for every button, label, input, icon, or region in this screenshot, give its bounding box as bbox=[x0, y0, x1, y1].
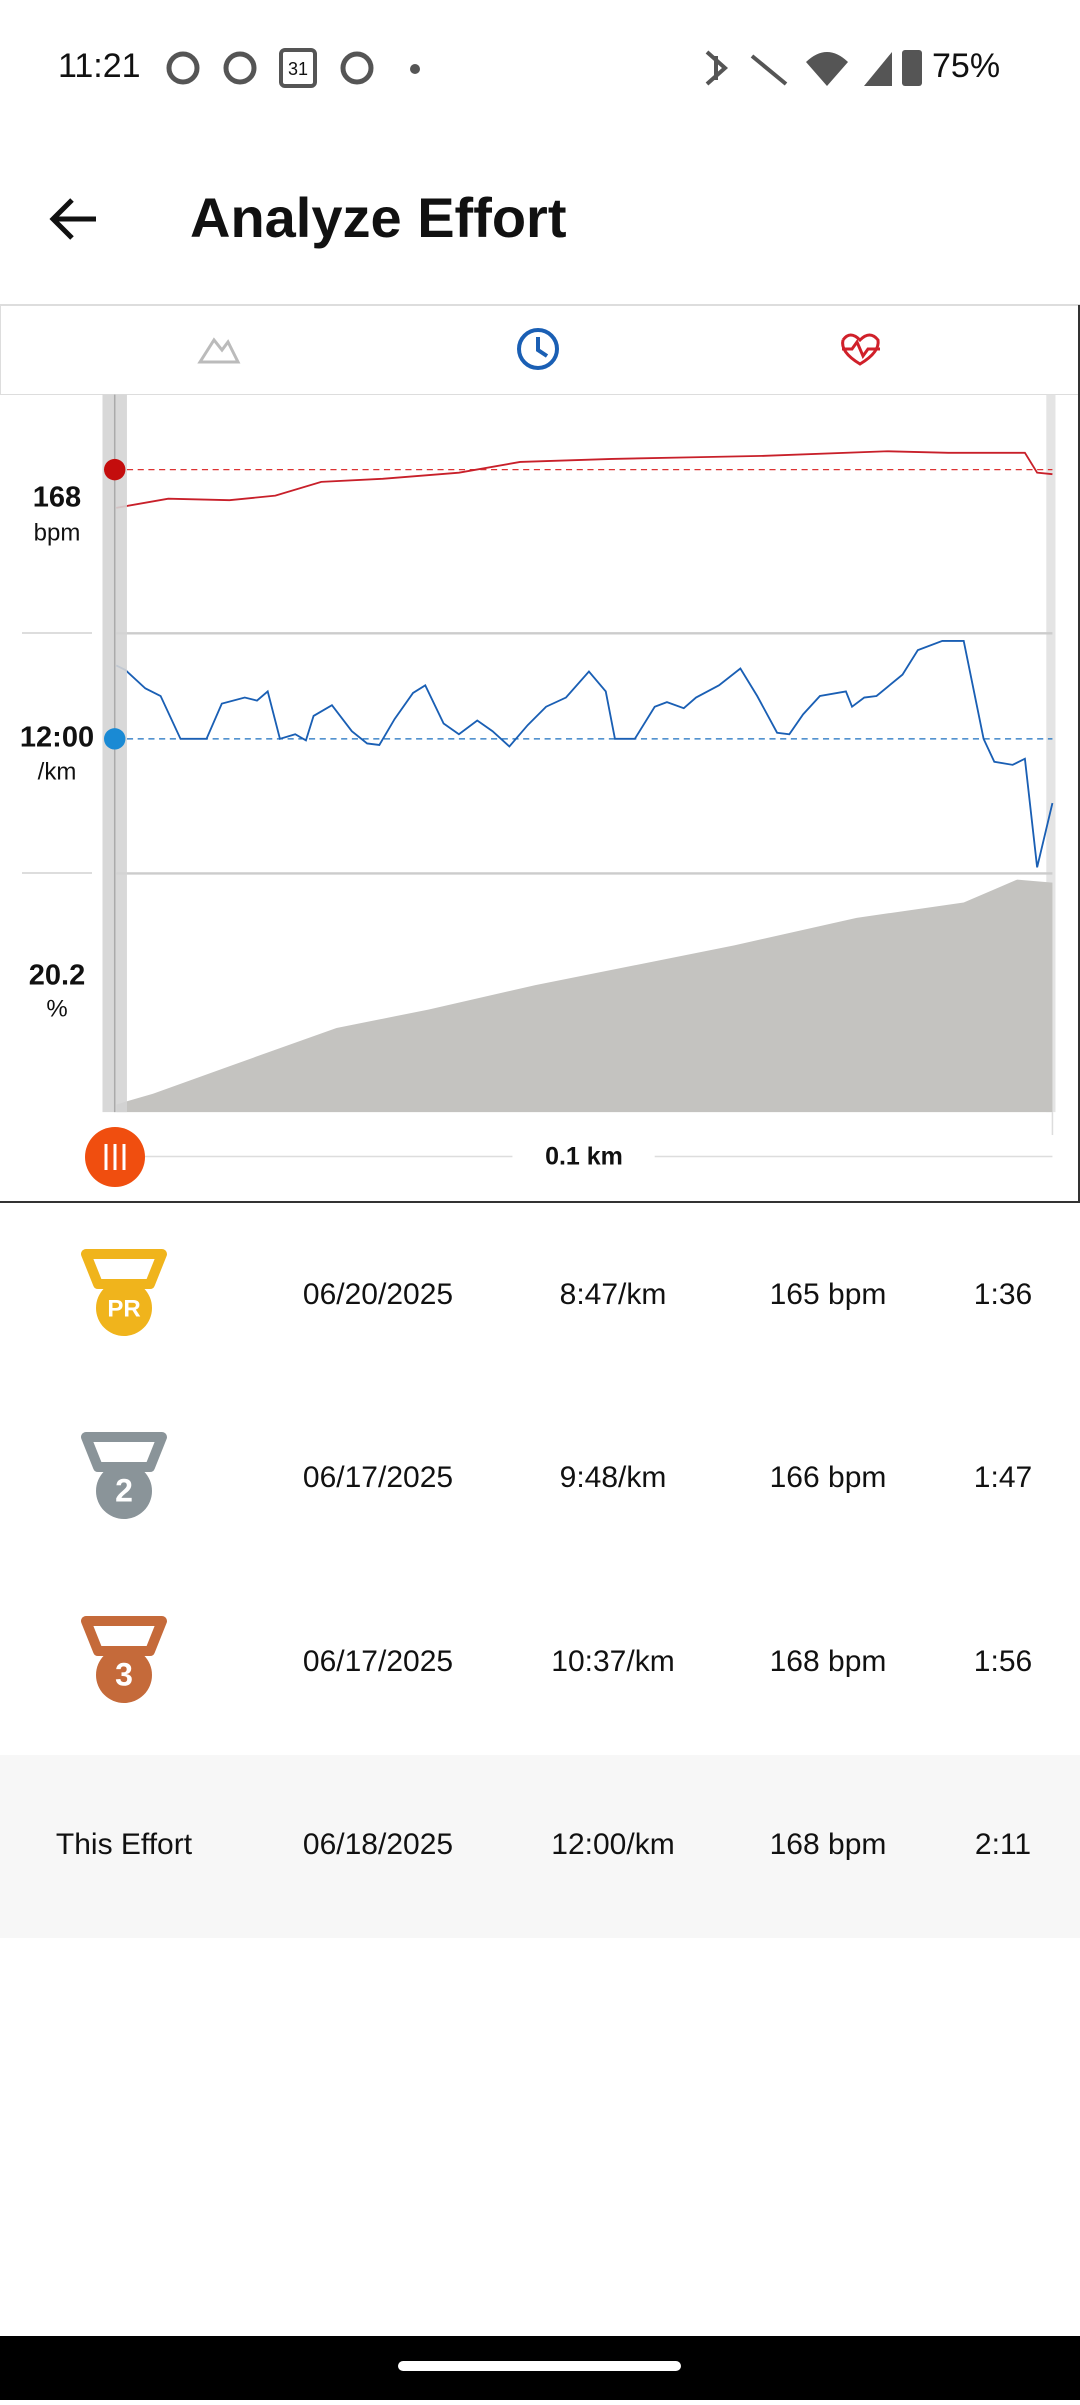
cell-time: 1:56 bbox=[974, 1645, 1032, 1678]
axis-unit: bpm bbox=[34, 519, 81, 546]
cell-date: 06/18/2025 bbox=[303, 1828, 453, 1861]
cell-time: 1:47 bbox=[974, 1461, 1032, 1494]
axis-unit: /km bbox=[38, 758, 77, 785]
medal-badge: PR bbox=[81, 1249, 167, 1336]
medal-disc bbox=[96, 1463, 152, 1519]
medal-ribbon bbox=[81, 1249, 167, 1289]
time-tab[interactable] bbox=[517, 328, 559, 370]
medal-disc bbox=[96, 1647, 152, 1703]
medal-ribbon bbox=[81, 1432, 167, 1472]
status-time: 11:21 bbox=[58, 47, 141, 85]
medal-badge: 3 bbox=[81, 1616, 167, 1703]
distance-label: 0.1 km bbox=[545, 1143, 623, 1171]
elevation-tab[interactable] bbox=[197, 337, 241, 364]
cell-pace: 9:48/km bbox=[560, 1461, 667, 1494]
cell-date: 06/20/2025 bbox=[303, 1278, 453, 1311]
axis-unit: % bbox=[46, 995, 67, 1022]
axis-value: 168 bbox=[33, 482, 81, 514]
row-label: This Effort bbox=[56, 1828, 193, 1861]
heart-rate-tab[interactable] bbox=[841, 333, 880, 366]
cell-time: 1:36 bbox=[974, 1278, 1032, 1311]
medal-ribbon bbox=[81, 1616, 167, 1656]
medal-label: PR bbox=[107, 1295, 140, 1322]
tab-bar bbox=[0, 304, 1080, 396]
cell-heart-rate: 166 bpm bbox=[770, 1461, 887, 1494]
scrub-handle[interactable] bbox=[85, 1127, 145, 1187]
cell-pace: 8:47/km bbox=[560, 1278, 667, 1311]
home-indicator[interactable] bbox=[398, 2361, 681, 2371]
cell-date: 06/17/2025 bbox=[303, 1461, 453, 1494]
cell-heart-rate: 165 bpm bbox=[770, 1278, 887, 1311]
cell-date: 06/17/2025 bbox=[303, 1645, 453, 1678]
medal-label: 2 bbox=[115, 1472, 133, 1508]
this-effort-background bbox=[0, 1755, 1080, 1938]
calendar-day: 31 bbox=[288, 59, 308, 79]
cell-pace: 12:00/km bbox=[551, 1828, 674, 1861]
axis-value: 12:00 bbox=[20, 722, 94, 754]
cell-heart-rate: 168 bpm bbox=[770, 1645, 887, 1678]
cell-heart-rate: 168 bpm bbox=[770, 1828, 887, 1861]
status-icons bbox=[166, 48, 922, 88]
chart-area: 0.1 km bbox=[0, 305, 1080, 1203]
medal-disc bbox=[96, 1280, 152, 1336]
medal-badge: 2 bbox=[81, 1432, 167, 1519]
cell-time: 2:11 bbox=[975, 1828, 1031, 1861]
axis-value: 20.2 bbox=[29, 960, 85, 992]
back-button[interactable] bbox=[49, 198, 96, 240]
cell-pace: 10:37/km bbox=[551, 1645, 674, 1678]
medal-label: 3 bbox=[115, 1656, 133, 1692]
page-title: Analyze Effort bbox=[190, 186, 567, 249]
status-battery: 75% bbox=[932, 47, 1000, 85]
